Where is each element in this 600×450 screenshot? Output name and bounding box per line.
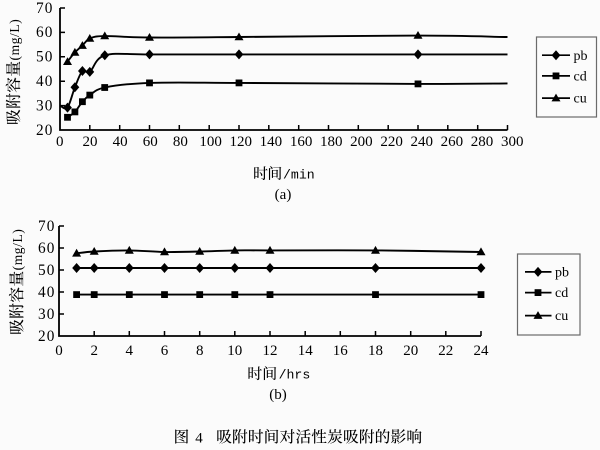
svg-text:180: 180 bbox=[320, 134, 343, 150]
svg-text:cu: cu bbox=[574, 92, 587, 107]
svg-text:40: 40 bbox=[113, 134, 128, 150]
svg-text:70: 70 bbox=[38, 218, 56, 235]
svg-text:8: 8 bbox=[196, 343, 204, 359]
svg-text:0: 0 bbox=[56, 134, 64, 150]
svg-text:12: 12 bbox=[263, 343, 278, 359]
svg-text:0: 0 bbox=[55, 343, 63, 359]
svg-text:14: 14 bbox=[298, 343, 314, 359]
svg-text:50: 50 bbox=[36, 49, 54, 66]
svg-text:40: 40 bbox=[38, 284, 56, 301]
svg-text:10: 10 bbox=[227, 343, 242, 359]
svg-text:300: 300 bbox=[501, 134, 524, 150]
svg-text:(mg/L): (mg/L) bbox=[7, 19, 22, 61]
svg-text:240: 240 bbox=[410, 134, 433, 150]
svg-text:(mg/L): (mg/L) bbox=[10, 229, 25, 271]
svg-text:(b): (b) bbox=[269, 387, 287, 403]
svg-text:22: 22 bbox=[438, 343, 453, 359]
svg-text:70: 70 bbox=[36, 0, 54, 17]
svg-text:cu: cu bbox=[555, 309, 568, 324]
svg-text:cd: cd bbox=[574, 70, 587, 85]
svg-text:/min: /min bbox=[283, 167, 315, 182]
svg-text:16: 16 bbox=[333, 343, 349, 359]
svg-text:120: 120 bbox=[230, 134, 253, 150]
svg-text:cd: cd bbox=[555, 286, 568, 301]
svg-text:pb: pb bbox=[555, 266, 569, 281]
svg-text:30: 30 bbox=[36, 97, 54, 114]
svg-text:(a): (a) bbox=[275, 187, 292, 203]
svg-text:4: 4 bbox=[195, 430, 203, 446]
svg-text:160: 160 bbox=[290, 134, 313, 150]
svg-text:100: 100 bbox=[199, 134, 222, 150]
svg-text:220: 220 bbox=[380, 134, 403, 150]
svg-text:60: 60 bbox=[143, 134, 158, 150]
svg-text:20: 20 bbox=[403, 343, 418, 359]
svg-text:4: 4 bbox=[126, 343, 134, 359]
svg-text:20: 20 bbox=[38, 328, 56, 345]
svg-text:280: 280 bbox=[471, 134, 494, 150]
svg-text:140: 140 bbox=[260, 134, 283, 150]
svg-text:2: 2 bbox=[90, 343, 98, 359]
svg-text:18: 18 bbox=[368, 343, 383, 359]
svg-text:40: 40 bbox=[36, 73, 54, 90]
svg-text:80: 80 bbox=[173, 134, 188, 150]
svg-text:6: 6 bbox=[161, 343, 169, 359]
svg-text:50: 50 bbox=[38, 262, 56, 279]
svg-text:60: 60 bbox=[36, 24, 54, 41]
svg-text:/hrs: /hrs bbox=[279, 367, 311, 382]
svg-text:24: 24 bbox=[474, 343, 490, 359]
svg-text:pb: pb bbox=[574, 49, 588, 64]
svg-text:200: 200 bbox=[350, 134, 373, 150]
svg-text:60: 60 bbox=[38, 240, 56, 257]
svg-text:260: 260 bbox=[441, 134, 464, 150]
svg-text:20: 20 bbox=[83, 134, 98, 150]
svg-text:30: 30 bbox=[38, 306, 56, 323]
svg-text:20: 20 bbox=[36, 122, 54, 139]
